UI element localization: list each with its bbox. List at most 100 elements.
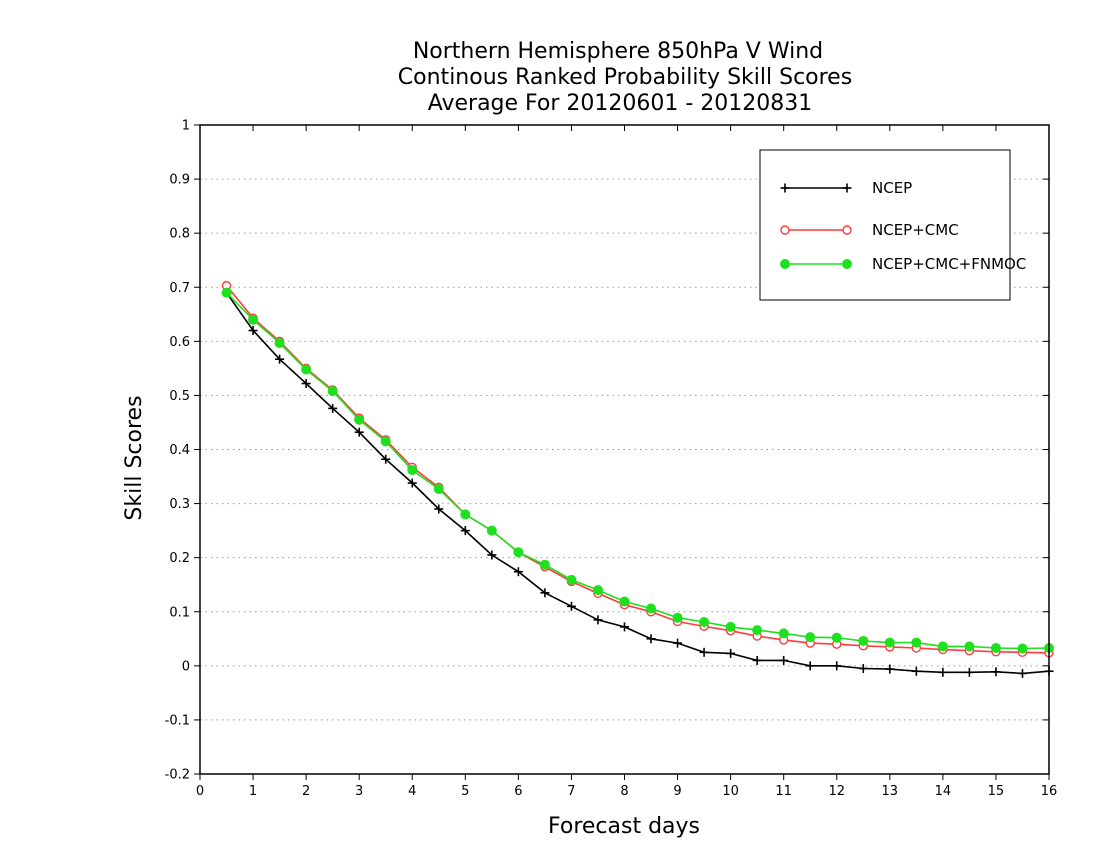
data-point <box>752 655 762 665</box>
title-line-2: Continous Ranked Probability Skill Score… <box>398 65 852 90</box>
x-tick-label: 8 <box>620 784 628 799</box>
data-point <box>540 588 550 598</box>
data-point <box>593 615 603 625</box>
data-point <box>646 634 656 644</box>
data-point <box>513 547 524 558</box>
data-point <box>248 326 258 336</box>
y-tick-label: 0.1 <box>169 605 190 620</box>
legend-marker <box>842 225 852 235</box>
x-tick-label: 9 <box>673 784 681 799</box>
x-tick-label: 13 <box>882 784 899 799</box>
x-tick-label: 4 <box>408 784 416 799</box>
title-line-1: Northern Hemisphere 850hPa V Wind <box>413 39 823 64</box>
y-axis-title: Skill Scores <box>122 395 147 520</box>
data-point <box>805 632 816 643</box>
x-tick-label: 3 <box>355 784 363 799</box>
legend: NCEP NCEP+CMC NCEP+CMC+FNMOC <box>759 149 1026 301</box>
data-point <box>991 667 1001 677</box>
x-tick-label: 10 <box>722 784 739 799</box>
data-point <box>592 585 603 596</box>
data-point <box>354 427 364 437</box>
data-point <box>884 637 895 648</box>
y-axis: -0.2 -0.1 0 0.1 0.2 0.3 0.4 0.5 0.6 0.7 0.8 0.9 1 <box>165 119 1049 783</box>
legend-item: NCEP <box>780 179 912 197</box>
x-tick-label: 2 <box>302 784 310 799</box>
data-point <box>407 478 417 488</box>
y-tick-label: 0.2 <box>169 551 190 566</box>
y-tick-label: 0.5 <box>169 389 190 404</box>
data-point <box>1017 668 1027 678</box>
data-point <box>858 635 869 646</box>
grid-layer <box>200 178 1049 721</box>
data-point <box>248 314 259 325</box>
data-point <box>832 661 842 671</box>
data-point <box>328 403 338 413</box>
legend-item: NCEP+CMC+FNMOC <box>780 255 1026 273</box>
data-point <box>327 386 338 397</box>
data-point <box>301 364 312 375</box>
legend-items: NCEP NCEP+CMC NCEP+CMC+FNMOC <box>780 179 1026 273</box>
data-point <box>486 525 497 536</box>
data-point <box>381 454 391 464</box>
y-tick-label: 0.6 <box>169 335 190 350</box>
x-tick-label: 12 <box>828 784 845 799</box>
legend-marker <box>780 183 790 193</box>
x-tick-label: 1 <box>249 784 257 799</box>
data-point <box>672 612 683 623</box>
x-tick-label: 14 <box>935 784 952 799</box>
data-point <box>858 664 868 674</box>
series-line <box>225 292 1050 650</box>
legend-marker <box>780 259 790 269</box>
legend-label: NCEP+CMC <box>872 221 959 239</box>
legend-label: NCEP <box>872 179 912 197</box>
data-point <box>699 617 710 628</box>
data-point <box>885 664 895 674</box>
data-point <box>778 628 789 639</box>
x-tick-label: 7 <box>567 784 575 799</box>
y-tick-label: 0.4 <box>169 443 190 458</box>
data-point <box>407 465 418 476</box>
data-point <box>805 661 815 671</box>
series-line <box>225 285 1050 654</box>
x-tick-label: 11 <box>775 784 792 799</box>
data-point <box>699 647 709 657</box>
data-point <box>566 601 576 611</box>
x-tick-label: 16 <box>1041 784 1058 799</box>
data-point <box>619 596 630 607</box>
data-point <box>433 483 444 494</box>
data-point <box>1017 643 1028 654</box>
x-tick-label: 0 <box>196 784 204 799</box>
data-point <box>990 642 1001 653</box>
data-point <box>964 667 974 677</box>
data-point <box>831 632 842 643</box>
y-tick-label: 0.8 <box>169 227 190 242</box>
x-axis-title: Forecast days <box>548 814 700 839</box>
series-layer <box>221 280 1054 678</box>
data-point <box>513 567 523 577</box>
legend-marker <box>842 183 852 193</box>
y-tick-label: 1 <box>182 119 190 134</box>
y-tick-label: 0 <box>182 659 190 674</box>
data-point <box>938 667 948 677</box>
data-point <box>964 641 975 652</box>
x-tick-label: 5 <box>461 784 469 799</box>
data-point <box>752 625 763 636</box>
data-point <box>221 287 232 298</box>
data-point <box>725 621 736 632</box>
data-point <box>354 414 365 425</box>
data-point <box>911 637 922 648</box>
data-point <box>911 666 921 676</box>
y-tick-label: -0.1 <box>165 713 190 728</box>
data-point <box>779 655 789 665</box>
legend-label: NCEP+CMC+FNMOC <box>872 255 1026 273</box>
data-point <box>937 641 948 652</box>
legend-marker <box>780 225 790 235</box>
series-ncep-cmc <box>221 280 1054 658</box>
y-tick-label: 0.3 <box>169 497 190 512</box>
legend-box <box>759 149 1011 301</box>
data-point <box>487 550 497 560</box>
title-line-3: Average For 20120601 - 20120831 <box>428 91 813 116</box>
data-point <box>434 504 444 514</box>
